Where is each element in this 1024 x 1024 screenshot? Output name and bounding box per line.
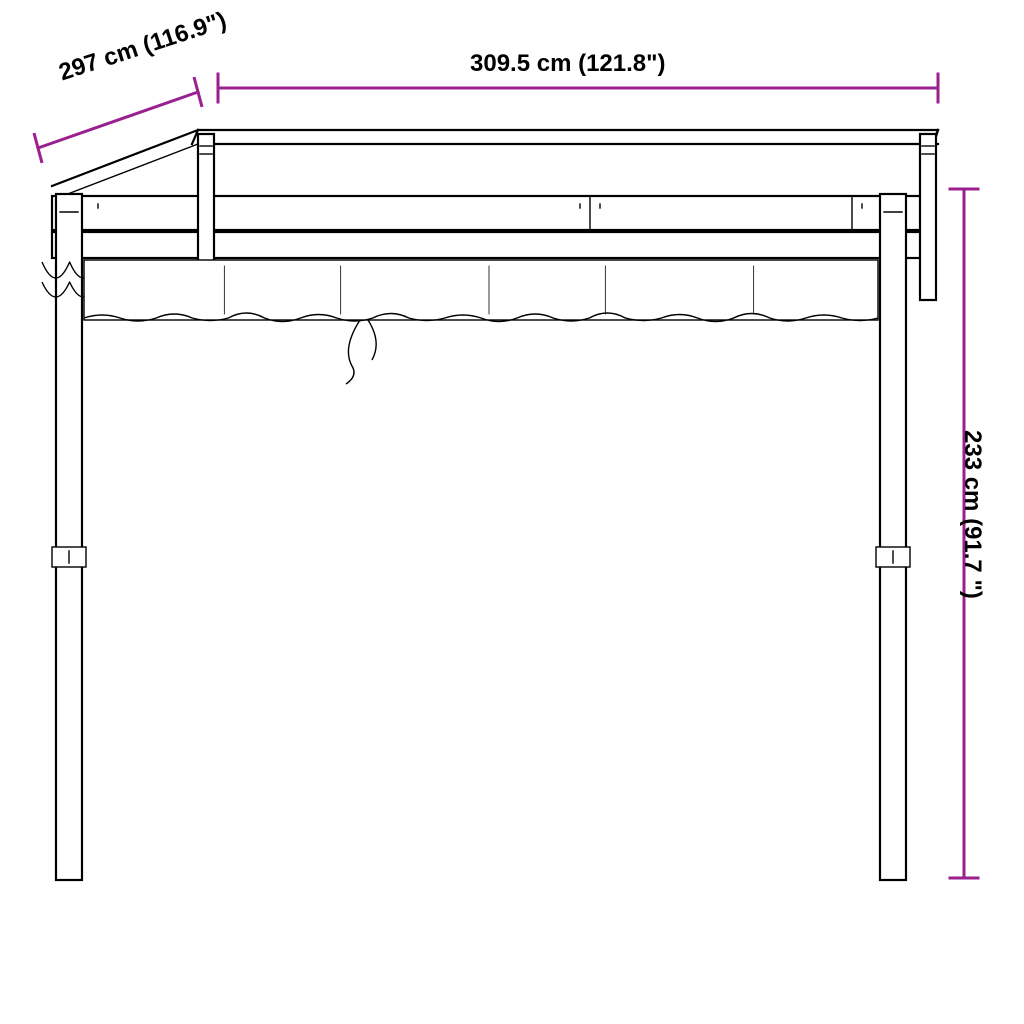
dim-width-label: 309.5 cm (121.8") (470, 50, 666, 78)
dim-height-label: 233 cm (91.7 ") (958, 430, 986, 599)
diagram-svg (0, 0, 1024, 1024)
diagram-stage: 297 cm (116.9") 309.5 cm (121.8") 233 cm… (0, 0, 1024, 1024)
